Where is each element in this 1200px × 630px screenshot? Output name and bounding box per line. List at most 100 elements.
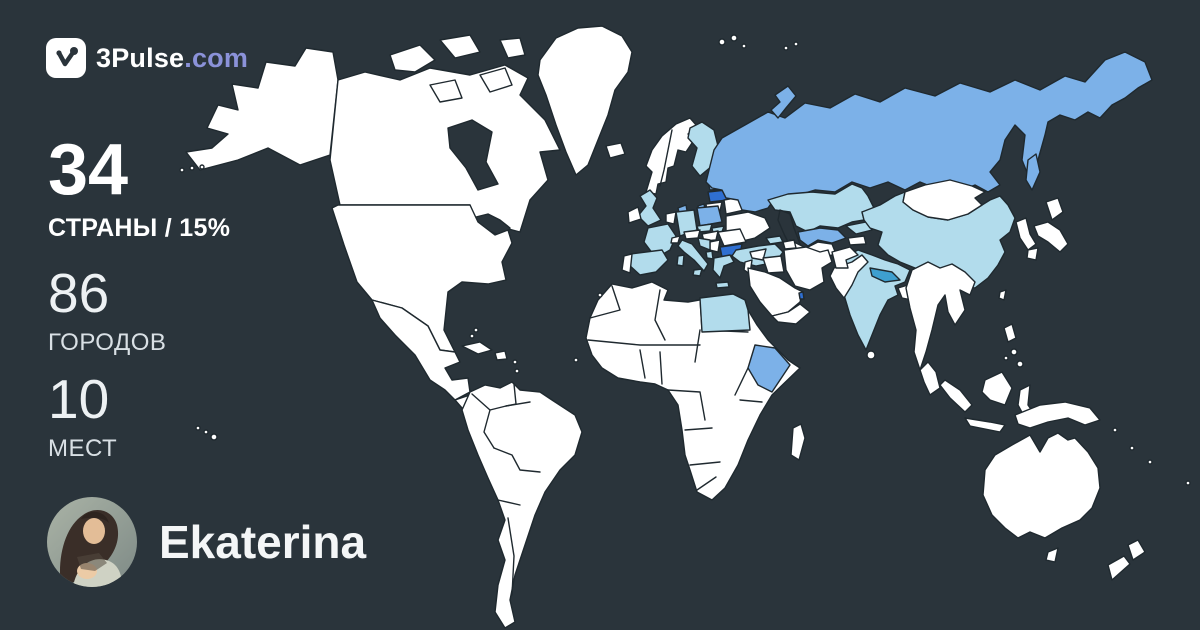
pacific-island [1185,480,1191,486]
country-australia [982,432,1101,539]
country-afghanistan [831,246,859,269]
sakhalin [1025,153,1041,191]
arctic-island [499,37,526,59]
country-alaska [185,47,339,171]
svalbard [730,34,738,42]
hispaniola-island [494,350,508,361]
country-tajikistan [847,235,867,246]
philippines-island [1003,355,1009,361]
hawaii [210,433,218,441]
user-name: Ekaterina [159,516,367,568]
japan-honshu [1033,221,1069,253]
country-usa [331,204,513,353]
nz-north-island [1127,539,1146,561]
crete [715,281,730,289]
caribbean-island [514,368,520,374]
brand-name-suffix: .com [184,42,249,73]
arctic-island [389,44,436,73]
brand-name: 3Pulse.com [96,43,248,74]
hawaii [203,429,209,435]
caribbean-island [473,327,479,333]
country-albania [705,250,714,260]
country-cuba [461,341,493,355]
java [964,417,1006,433]
places-label: МЕСТ [48,435,118,462]
country-madagascar [790,423,806,461]
country-kyrgyzstan [845,221,873,235]
country-iran [783,246,833,291]
country-pakistan [829,254,869,299]
country-mongolia [902,179,986,221]
philippines-luzon [1003,323,1017,343]
sicily [692,268,703,277]
aleutian-islands [189,165,195,171]
country-croatia [697,237,711,251]
philippines-island [1016,360,1024,368]
pacific-island [1129,445,1135,451]
tasmania [1045,547,1059,563]
country-egypt [699,293,751,333]
malay-peninsula [919,361,941,396]
svalbard [718,38,726,46]
philippines-island [1010,348,1018,356]
franz-josef [783,45,789,51]
country-uk [637,189,662,227]
country-russia [705,51,1153,213]
avatar-photo [47,497,137,587]
stat-cities: 86 ГОРОДОВ [48,266,166,357]
sumatra [939,379,973,413]
country-serbia [709,239,721,253]
pacific-island [1147,459,1153,465]
country-nepal [869,267,901,283]
oman-yemen [771,303,811,325]
brand-logo-box [46,38,86,78]
benelux [665,211,677,225]
country-georgia [765,235,784,245]
cities-label: ГОРОДОВ [48,329,167,356]
aleutian-islands [179,167,185,173]
japan-kyushu [1026,247,1039,261]
country-spain [627,249,669,276]
novaya-zemlya [770,85,797,119]
caribbean-island [512,359,518,365]
avatar [47,497,137,587]
sardinia [676,254,685,267]
countries-label: СТРАНЫ / 15% [48,214,231,242]
south-america-borders [471,383,541,596]
borneo [981,371,1013,406]
arctic-island [479,67,513,93]
hawaii [195,425,201,431]
brand-logo: 3Pulse.com [46,38,248,78]
country-greece [712,254,735,279]
arctic-island [439,34,481,59]
hudson-bay [447,119,499,191]
svalbard [741,43,747,49]
user-profile: Ekaterina [47,497,366,587]
canary-islands [597,292,603,298]
places-value: 10 [48,368,110,430]
country-greenland [537,25,633,176]
stat-places: 10 МЕСТ [48,372,117,463]
country-iceland [605,142,626,159]
cities-value: 86 [48,262,110,324]
pulse-branch-icon [56,47,78,67]
countries-value: 34 [48,130,129,210]
country-ireland [627,206,642,224]
country-italy [677,239,709,272]
country-saudi-arabia [747,267,804,317]
country-azerbaijan [782,239,797,250]
country-iraq [762,255,785,274]
country-romania [717,228,747,247]
aleutian-islands [199,164,205,170]
new-guinea [1014,401,1101,429]
country-uzbekistan [797,227,847,247]
caribbean-island [469,333,475,339]
country-mexico [371,299,471,401]
country-france [643,223,677,259]
japan-hokkaido [1045,197,1064,221]
mainland-se-asia [905,261,976,371]
stat-countries: 34 СТРАНЫ / 15% [48,134,230,243]
country-sri-lanka [866,350,876,360]
korea-peninsula [1015,217,1037,251]
